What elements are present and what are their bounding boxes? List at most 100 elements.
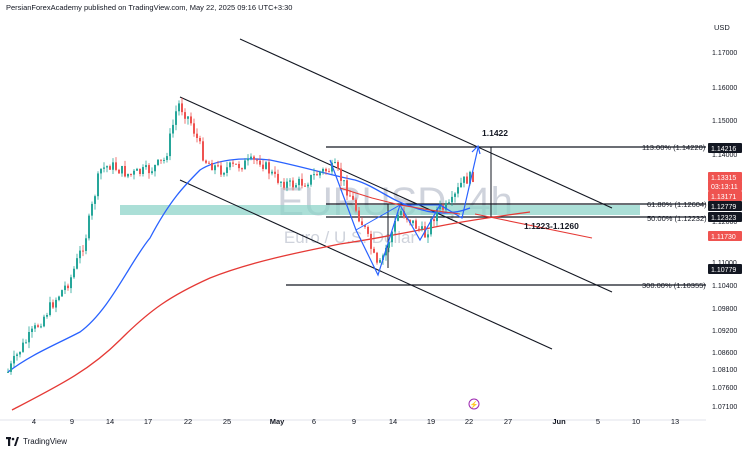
svg-text:03:13:11: 03:13:11 [711,184,738,191]
candle [37,323,39,328]
candle [133,168,135,180]
candle [451,191,453,207]
fib-61-label: 61.80% (1.12604) [647,200,707,209]
candle [97,171,99,200]
candle [274,166,276,178]
candle [400,208,402,217]
candle [55,297,57,313]
candle [472,171,474,183]
candle [295,182,297,188]
time-tick-label: 14 [389,417,397,426]
candle [169,128,171,161]
candle [418,226,420,233]
candle [379,257,381,264]
candle [328,168,330,173]
svg-text:1.10779: 1.10779 [711,267,736,274]
candle [352,192,354,201]
candle [145,160,147,170]
candle [340,162,342,187]
svg-text:1.12323: 1.12323 [711,215,736,222]
candle [223,171,225,177]
candle [7,368,9,373]
candle [64,281,66,294]
candle [463,176,465,188]
candle [319,170,321,179]
time-tick-label: 9 [70,417,74,426]
candle [43,314,45,328]
candle [241,167,243,172]
time-tick-label: 6 [312,417,316,426]
candle [52,299,54,309]
candle [346,175,348,201]
candlestick-series [7,97,474,375]
candle [127,173,129,179]
candle [388,240,390,253]
price-tick-label: 1.15000 [712,118,737,125]
candle [46,312,48,319]
candle [454,192,456,203]
candle [193,118,195,137]
price-label: 03:13:11 [708,181,742,191]
candle [337,160,339,172]
candle [304,182,306,187]
candle [313,168,315,180]
candle [343,180,345,186]
candle [118,168,120,174]
candle [457,182,459,198]
event-marker-icon[interactable] [468,398,480,410]
candle [25,339,27,344]
candle [187,115,189,125]
candle [301,173,303,189]
price-tick-label: 1.07600 [712,385,737,392]
red-projection-line [474,213,593,239]
candle [376,251,378,265]
candle [154,164,156,177]
candle [34,322,36,332]
price-label: 1.13171 [708,191,742,201]
candle [178,100,180,116]
candle [271,169,273,176]
svg-text:1.14216: 1.14216 [711,146,736,153]
candle [262,159,264,172]
candle [10,360,12,375]
fib-113-label: 113.00% (1.14220) [642,143,706,152]
svg-text:1.11730: 1.11730 [711,234,736,241]
candle [286,178,288,192]
candle [265,160,267,170]
candle [256,158,258,165]
price-tick-label: 1.12000 [712,219,737,226]
candle [79,245,81,264]
event-marker-glyph: ⚡ [470,400,479,409]
candle [259,154,261,167]
candle [130,173,132,177]
candle [82,245,84,257]
candle [307,182,309,188]
time-tick-label: May [270,417,285,426]
candle [19,351,21,358]
candle [298,176,300,191]
price-axis[interactable]: USD 1.170001.160001.150001.140001.130001… [708,23,742,411]
time-axis[interactable]: 4 9 14 17 22 25 May 6 9 14 19 22 27 Jun 5 10 13 [0,417,706,426]
svg-text:1.13171: 1.13171 [711,194,736,201]
candle [142,164,144,177]
candle [106,165,108,173]
svg-text:1.13315: 1.13315 [711,175,736,182]
candle [460,177,462,188]
candle [205,159,207,164]
price-tick-label: 1.17000 [712,50,737,57]
zone-range-label: 1.1223-1.1260 [524,221,579,231]
candle [367,225,369,237]
publisher-header: PersianForexAcademy published on Trading… [6,3,293,12]
candle [67,283,69,291]
time-tick-label: 25 [223,417,231,426]
candle [268,158,270,180]
candle [166,152,168,163]
candle [373,246,375,254]
candle [220,161,222,178]
candle [247,154,249,166]
candle [181,97,183,116]
candle [244,158,246,170]
time-tick-label: 10 [632,417,640,426]
candle [355,197,357,213]
